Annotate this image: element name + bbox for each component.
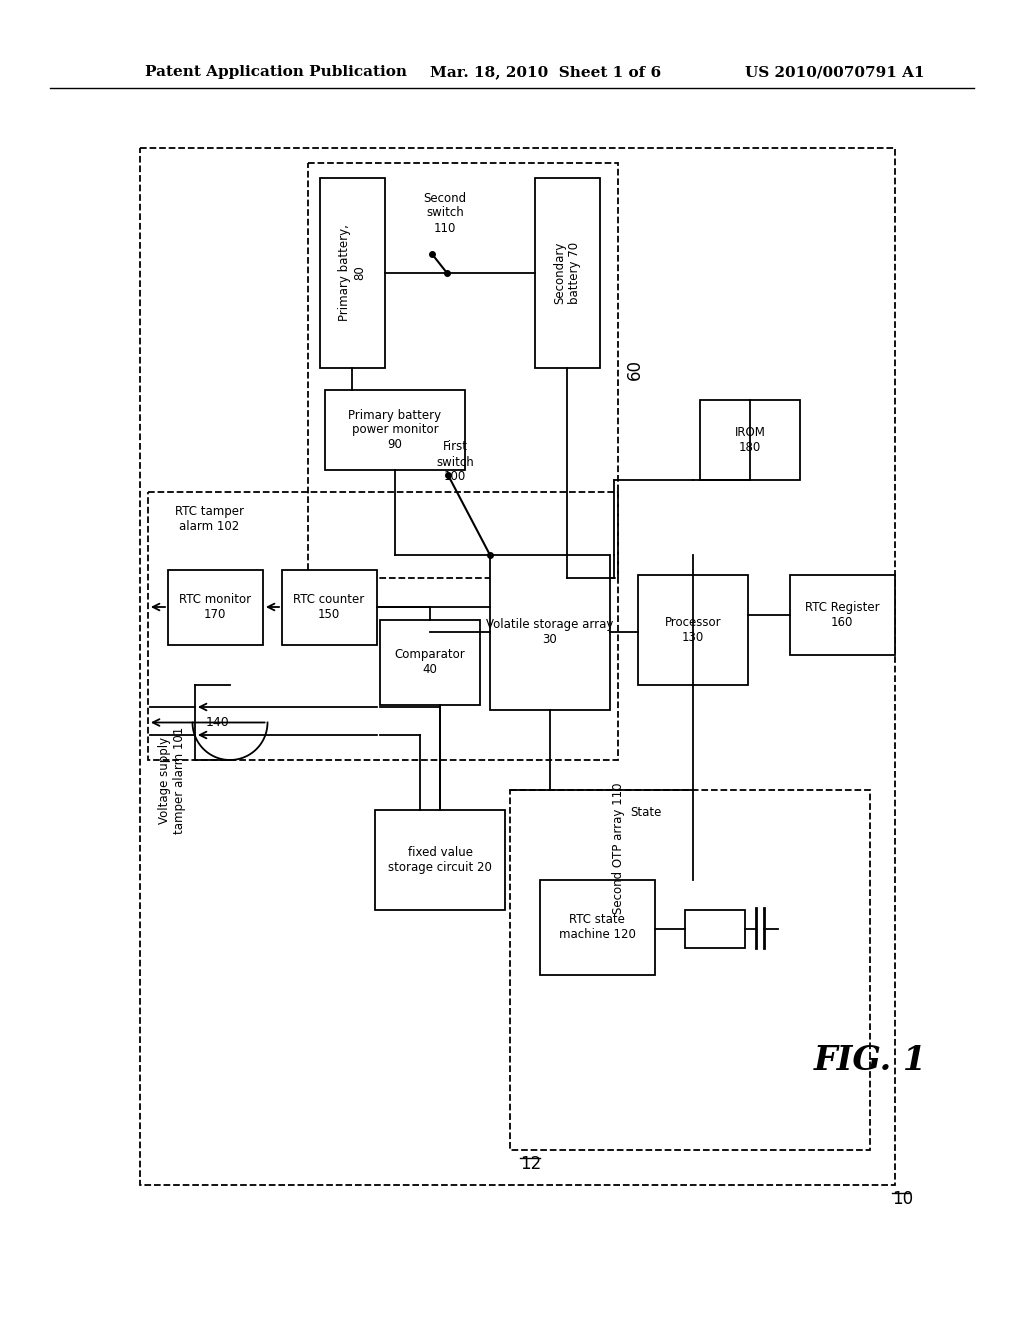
Text: Processor
130: Processor 130 xyxy=(665,616,721,644)
FancyBboxPatch shape xyxy=(325,389,465,470)
Text: 12: 12 xyxy=(520,1155,542,1173)
Text: FIG. 1: FIG. 1 xyxy=(813,1044,927,1077)
FancyBboxPatch shape xyxy=(700,400,800,480)
Text: RTC tamper
alarm 102: RTC tamper alarm 102 xyxy=(175,506,244,533)
Text: 10: 10 xyxy=(892,1191,913,1208)
FancyBboxPatch shape xyxy=(490,554,610,710)
Text: Primary battery
power monitor
90: Primary battery power monitor 90 xyxy=(348,408,441,451)
Text: Second OTP array 110: Second OTP array 110 xyxy=(612,783,625,913)
FancyBboxPatch shape xyxy=(319,178,385,368)
Text: fixed value
storage circuit 20: fixed value storage circuit 20 xyxy=(388,846,492,874)
Text: US 2010/0070791 A1: US 2010/0070791 A1 xyxy=(745,65,925,79)
Text: State: State xyxy=(630,805,662,818)
FancyBboxPatch shape xyxy=(638,576,748,685)
FancyBboxPatch shape xyxy=(380,620,480,705)
Text: 140: 140 xyxy=(206,715,229,729)
Text: RTC monitor
170: RTC monitor 170 xyxy=(179,593,251,620)
FancyBboxPatch shape xyxy=(375,810,505,909)
Text: 60: 60 xyxy=(626,359,644,380)
Text: Mar. 18, 2010  Sheet 1 of 6: Mar. 18, 2010 Sheet 1 of 6 xyxy=(430,65,662,79)
FancyBboxPatch shape xyxy=(168,570,263,645)
Text: RTC Register
160: RTC Register 160 xyxy=(805,601,880,630)
Text: Primary battery,
80: Primary battery, 80 xyxy=(338,224,366,322)
Text: IROM
180: IROM 180 xyxy=(734,426,765,454)
Text: RTC state
machine 120: RTC state machine 120 xyxy=(558,913,636,941)
FancyBboxPatch shape xyxy=(282,570,377,645)
Text: RTC counter
150: RTC counter 150 xyxy=(293,593,365,620)
Text: First
switch
100: First switch 100 xyxy=(436,441,474,483)
FancyBboxPatch shape xyxy=(790,576,895,655)
Text: Comparator
40: Comparator 40 xyxy=(394,648,465,676)
Text: Patent Application Publication: Patent Application Publication xyxy=(145,65,407,79)
FancyBboxPatch shape xyxy=(685,909,745,948)
Text: Secondary
battery 70: Secondary battery 70 xyxy=(553,242,581,304)
Text: Volatile storage array
30: Volatile storage array 30 xyxy=(486,618,613,645)
Text: Second
switch
110: Second switch 110 xyxy=(424,191,467,235)
Text: Voltage supply
tamper alarm 101: Voltage supply tamper alarm 101 xyxy=(158,726,186,834)
FancyBboxPatch shape xyxy=(535,178,600,368)
FancyBboxPatch shape xyxy=(540,880,655,975)
